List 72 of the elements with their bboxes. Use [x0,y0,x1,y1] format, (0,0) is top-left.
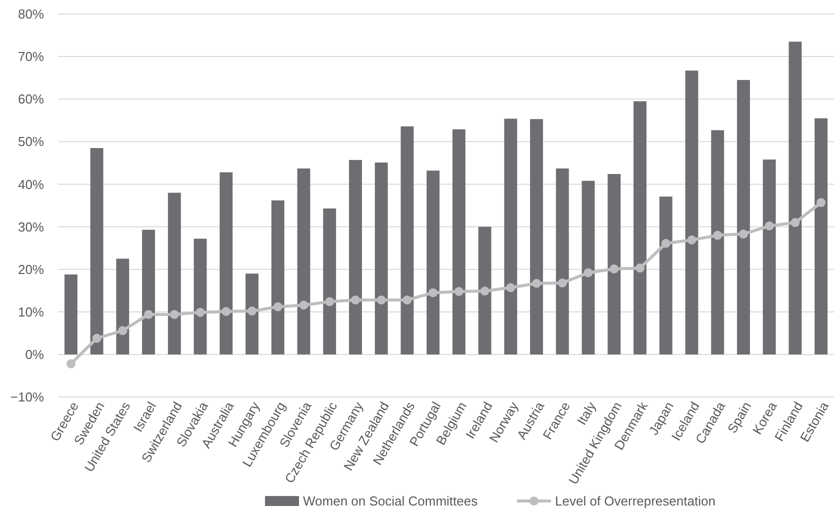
point [144,310,154,319]
bar [737,80,750,354]
point [196,308,205,317]
bar [168,192,181,354]
bar [426,170,440,354]
point [584,268,593,278]
bar [814,118,828,354]
legend-label: Women on Social Committees [303,494,478,509]
bar [271,200,284,354]
y-tick-label: −10% [10,390,44,405]
point [480,286,490,296]
bar [478,226,492,354]
point [636,264,644,273]
point [118,326,128,336]
point [402,295,412,304]
bar [90,148,104,354]
bar [659,196,672,354]
point [222,306,231,316]
bar [323,208,336,354]
point [687,235,696,244]
point [325,297,334,306]
point [661,238,670,248]
bar [685,70,698,354]
y-tick-label: 10% [18,304,44,320]
point [532,278,542,288]
bar [116,258,130,354]
bar [582,180,595,354]
bar [788,42,802,354]
point [428,288,438,298]
point [558,278,567,288]
point [248,306,256,316]
y-tick-label: 50% [18,134,44,150]
y-tick-label: 0% [25,346,44,362]
bar [246,274,258,354]
bar [297,168,310,354]
point [610,264,619,274]
point [376,295,386,304]
point [299,300,308,310]
point [66,359,76,368]
point [350,295,360,304]
bar [530,119,543,354]
y-tick-label: 70% [18,49,44,64]
bar [504,118,518,354]
bar [349,160,362,354]
point [790,218,800,228]
bar [142,230,155,354]
bar [762,160,776,354]
point [764,221,774,230]
y-tick-label: 20% [18,262,44,277]
point [816,198,826,208]
point [713,230,722,240]
point [506,283,516,292]
bar [608,174,621,354]
bar [400,126,414,354]
point [454,286,464,296]
legend-label: Level of Overrepresentation [555,494,716,509]
y-tick-label: 40% [18,176,44,192]
point [738,230,748,239]
point [273,302,282,312]
point [170,310,179,319]
bar [220,172,233,354]
y-tick-label: 60% [18,92,44,107]
y-tick-label: 80% [18,6,44,22]
y-tick-label: 30% [18,219,44,234]
bar [374,162,388,354]
bar [634,101,646,354]
bar [194,238,207,354]
bar [452,129,466,354]
bar [556,168,569,354]
bar [64,274,78,354]
point [92,334,102,343]
bar [711,130,724,354]
